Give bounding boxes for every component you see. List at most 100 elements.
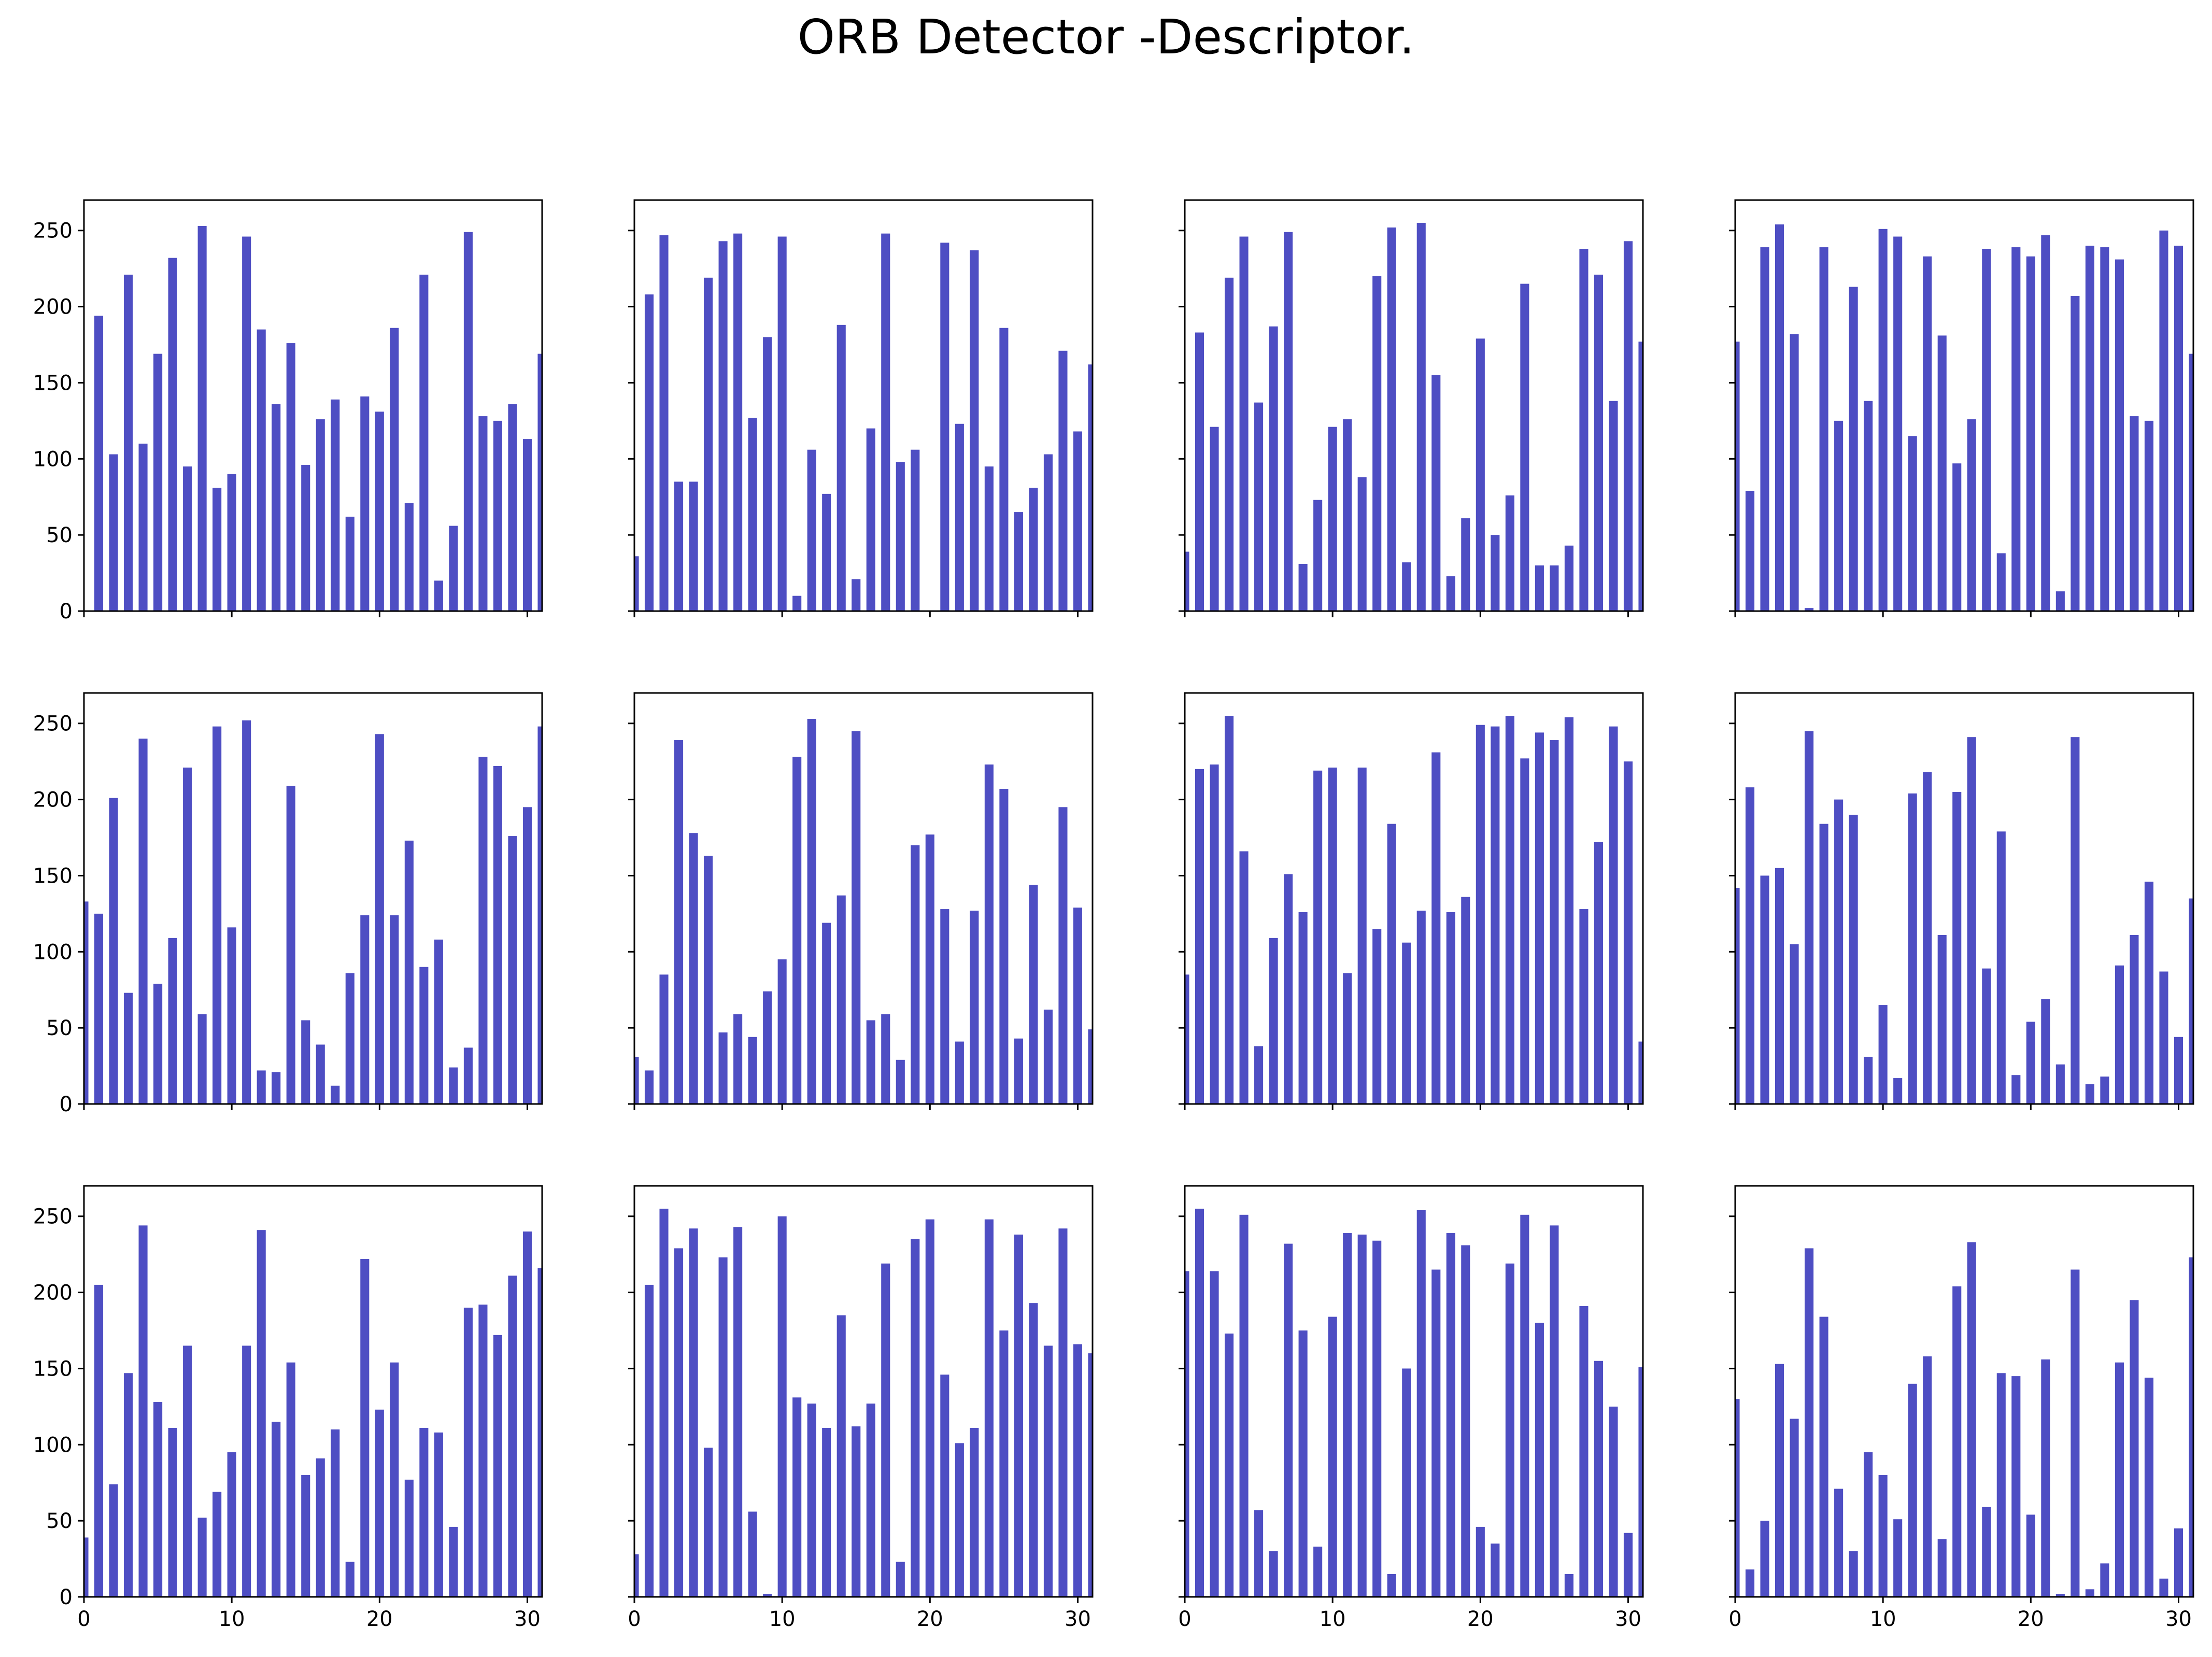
bar — [138, 739, 148, 1104]
bar — [1520, 284, 1529, 611]
bar — [674, 481, 684, 611]
bar — [1996, 1373, 2006, 1597]
bar — [2026, 1022, 2035, 1104]
bar — [360, 396, 370, 611]
y-tick-label: 150 — [33, 371, 73, 395]
bar — [1745, 490, 1755, 611]
chart-title: ORB Detector -Descriptor. — [797, 9, 1415, 65]
bar — [674, 740, 684, 1104]
bar — [836, 324, 846, 611]
bar — [2174, 246, 2183, 611]
x-tick-label: 10 — [1870, 1607, 1896, 1631]
bar — [1343, 419, 1352, 611]
bar — [866, 1403, 875, 1597]
bar — [360, 915, 370, 1104]
bar — [1269, 1551, 1278, 1597]
y-tick-label: 250 — [33, 1205, 73, 1229]
bar — [153, 983, 163, 1104]
bar — [1088, 1029, 1093, 1104]
bar — [807, 449, 816, 611]
bar — [644, 1070, 654, 1104]
bar — [1745, 1569, 1755, 1597]
bar — [109, 798, 118, 1104]
bar — [1476, 725, 1485, 1104]
bar — [1982, 1507, 1991, 1597]
bar — [2055, 591, 2065, 611]
bar — [434, 939, 443, 1104]
bar — [2159, 1578, 2168, 1597]
bar — [984, 764, 994, 1104]
bar — [1908, 1383, 1917, 1597]
bar — [404, 1479, 414, 1597]
axes-frame — [633, 1185, 1094, 1598]
bar — [1520, 758, 1529, 1104]
bar — [1594, 274, 1604, 611]
y-tick-label: 150 — [33, 864, 73, 888]
bar — [836, 1315, 846, 1597]
bar — [227, 927, 236, 1104]
bar — [242, 1346, 251, 1597]
bar — [984, 1219, 994, 1597]
bar — [1313, 770, 1323, 1104]
bar-series — [84, 1225, 542, 1597]
subplot-3 — [1179, 199, 1644, 617]
subplot-11: 0 10 20 30 — [1178, 1185, 1644, 1631]
bar — [852, 731, 861, 1104]
bar — [999, 1330, 1009, 1597]
axes-frame — [1184, 199, 1644, 612]
bar — [1638, 342, 1643, 611]
bar — [257, 329, 266, 611]
y-tick-label: 100 — [33, 940, 73, 964]
bar-series — [634, 718, 1093, 1104]
bar — [301, 465, 310, 611]
bar — [1043, 1346, 1053, 1597]
bar — [94, 913, 104, 1104]
bar — [659, 235, 669, 611]
bar — [449, 1526, 458, 1597]
y-tick-label: 200 — [33, 788, 73, 812]
x-tick-label: 0 — [1178, 1607, 1191, 1631]
bar — [390, 915, 399, 1104]
bar — [1284, 232, 1293, 611]
bar — [375, 1409, 384, 1597]
bar — [2159, 230, 2168, 611]
bar — [2026, 1514, 2035, 1597]
bar — [896, 1562, 905, 1597]
bar — [1043, 454, 1053, 611]
bar — [2071, 1269, 2080, 1597]
bar — [2100, 1077, 2109, 1104]
axes-frame — [83, 692, 543, 1105]
bar — [881, 1263, 890, 1597]
bar — [84, 901, 89, 1104]
bar — [1623, 1533, 1633, 1597]
bar — [242, 236, 251, 611]
bar — [1269, 326, 1278, 611]
bar — [1185, 974, 1189, 1104]
bar — [1269, 938, 1278, 1104]
bar — [153, 353, 163, 611]
bar — [1775, 224, 1784, 611]
bar — [301, 1020, 310, 1104]
bar — [1073, 1344, 1083, 1597]
bar — [1923, 256, 1932, 611]
bar — [1416, 223, 1426, 611]
bar — [1864, 401, 1873, 611]
bar — [1623, 241, 1633, 611]
bar — [286, 343, 295, 611]
bar — [718, 1257, 728, 1597]
bar — [1239, 236, 1249, 611]
subplot-2 — [628, 199, 1094, 617]
bar — [2071, 296, 2080, 611]
x-tick-label: 20 — [917, 1607, 943, 1631]
bar — [1893, 236, 1903, 611]
bar — [478, 757, 488, 1104]
bar — [138, 443, 148, 611]
bar — [1446, 1233, 1455, 1597]
bar — [1402, 562, 1411, 611]
bar — [881, 233, 890, 611]
bar — [984, 466, 994, 611]
bar — [1893, 1078, 1903, 1104]
bar — [1505, 495, 1514, 611]
bar — [807, 718, 816, 1104]
